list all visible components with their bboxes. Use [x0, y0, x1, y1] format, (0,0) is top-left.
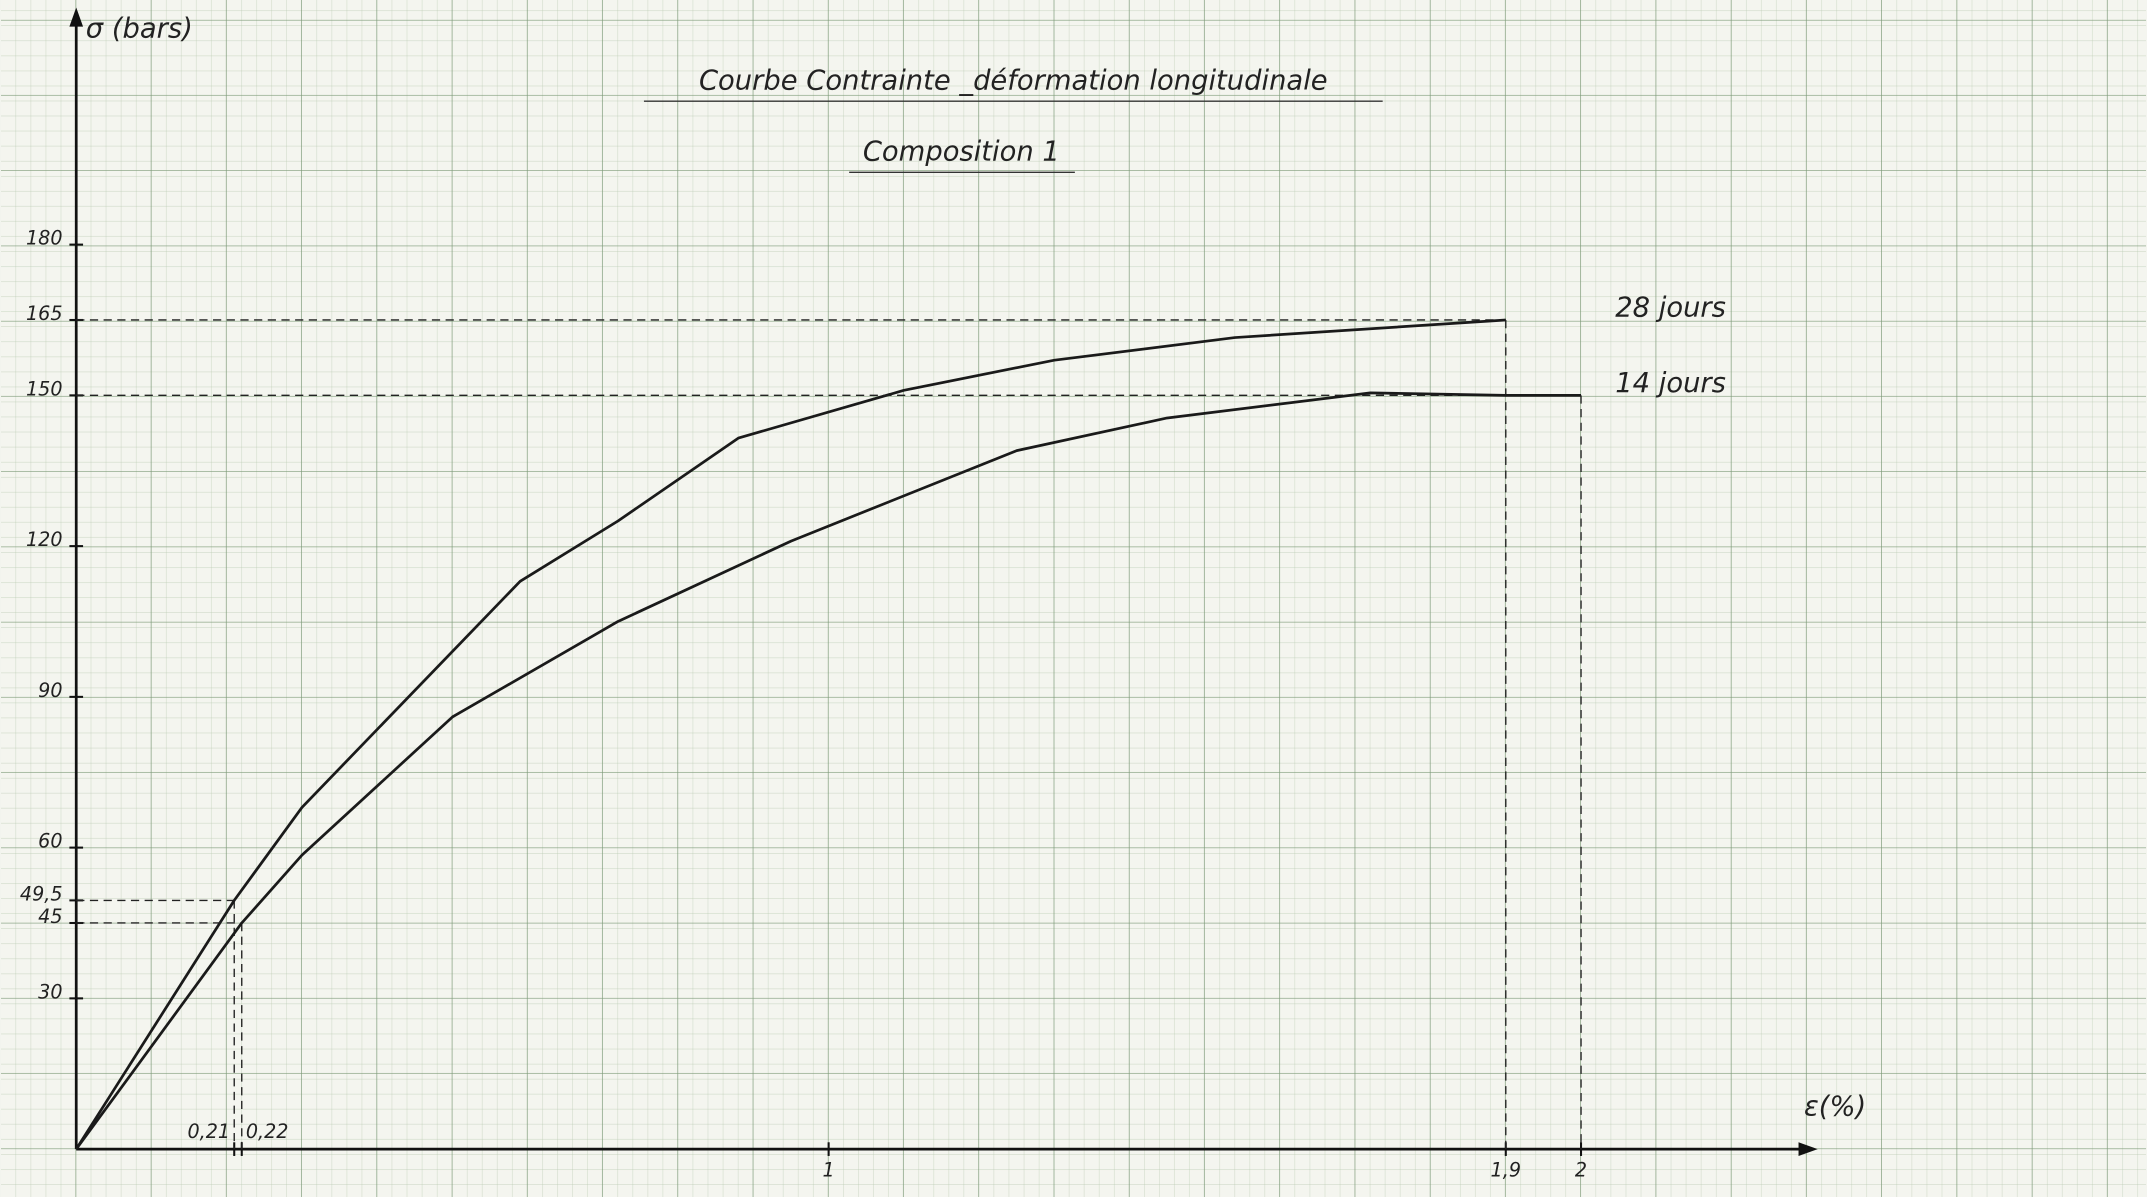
y-tick-label: 30 [38, 980, 62, 1003]
y-tick-label: 150 [26, 377, 63, 400]
y-tick-label: 45 [38, 905, 62, 928]
series-label: 14 jours [1615, 368, 1726, 399]
y-tick-label: 165 [26, 302, 63, 325]
chart: Courbe Contrainte _déformation longitudi… [0, 0, 2147, 1197]
x-tick-label: 1,9 [1491, 1159, 1521, 1182]
x-tick-label: 2 [1575, 1159, 1587, 1182]
y-tick-label: 60 [38, 830, 62, 853]
y-tick-label: 90 [38, 679, 62, 702]
y-tick-label: 120 [26, 528, 63, 551]
x-tick-label: 0,21 [188, 1120, 231, 1143]
chart-title: Courbe Contrainte _déformation longitudi… [699, 66, 1328, 97]
x-axis-label: ε(%) [1804, 1092, 1866, 1123]
series-label: 28 jours [1615, 293, 1726, 324]
x-tick-label: 0,22 [246, 1120, 289, 1143]
y-tick-label: 49,5 [20, 882, 63, 905]
y-tick-label: 180 [26, 227, 63, 250]
y-axis-label: σ (bars) [86, 14, 193, 45]
x-tick-label: 1 [823, 1159, 835, 1182]
graph-paper [1, 0, 2146, 1197]
chart-subtitle: Composition 1 [863, 137, 1060, 168]
